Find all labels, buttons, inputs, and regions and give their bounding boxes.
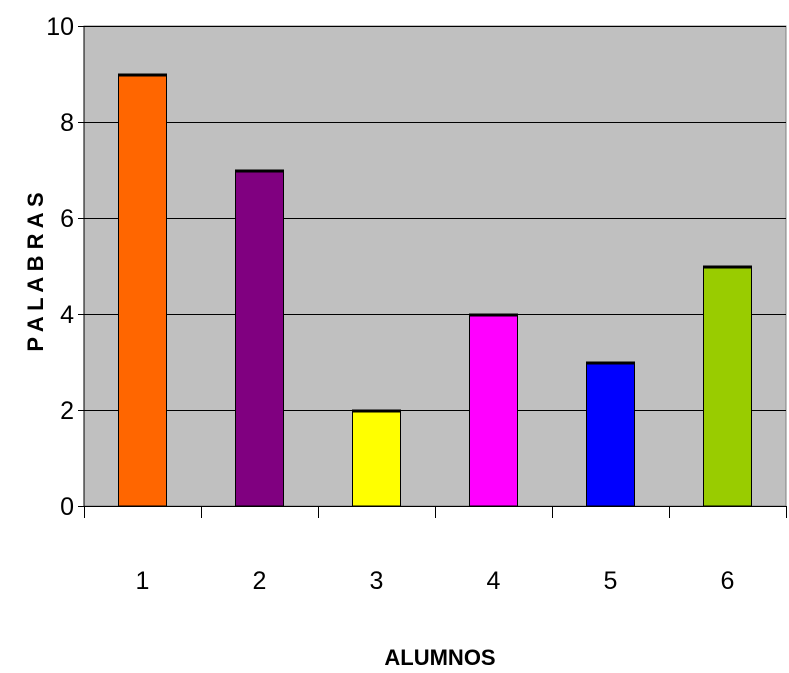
axes [78,26,787,518]
y-tick-label: 10 [46,13,74,41]
x-axis-title: ALUMNOS [384,645,495,670]
y-tick-labels: 0 2 4 6 8 10 [46,13,74,521]
y-tick-label: 8 [60,109,74,137]
y-tick-label: 0 [60,493,74,521]
bar-5 [586,361,635,507]
x-tick-label: 2 [253,567,267,595]
y-tick-label: 2 [60,397,74,425]
bar-3 [352,409,401,507]
bar-1 [118,73,167,507]
bar-6 [703,265,752,507]
bar-2 [235,169,284,507]
x-tick-labels: 1 2 3 4 5 6 [136,567,735,595]
y-tick-label: 4 [60,301,74,329]
x-tick-label: 3 [370,567,384,595]
y-tick-label: 6 [60,205,74,233]
bar-4 [469,313,518,507]
x-tick-label: 4 [487,567,501,595]
x-tick-label: 5 [604,567,618,595]
bars [118,73,752,507]
plot-area [83,25,787,507]
x-tick-label: 1 [136,567,150,595]
gridlines [84,26,786,411]
y-axis-title: P A L A B R A S [23,192,48,351]
x-tick-label: 6 [721,567,735,595]
